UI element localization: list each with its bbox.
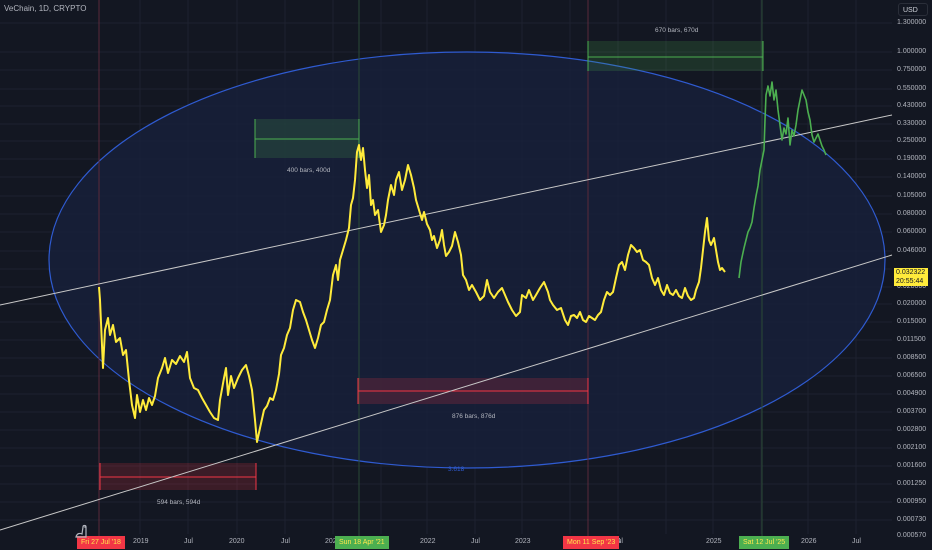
date-range-400[interactable] — [254, 119, 360, 158]
y-tick: 0.140000 — [897, 173, 927, 180]
y-tick: 0.060000 — [897, 228, 927, 235]
date-tag-projection: Sat 12 Jul '25 — [739, 536, 790, 549]
y-tick: 0.250000 — [897, 137, 927, 144]
x-tick: 2019 — [133, 538, 149, 545]
date-range-670-label: 670 bars, 670d — [655, 27, 699, 34]
date-range-400-label: 400 bars, 400d — [287, 167, 331, 174]
y-tick: 0.330000 — [897, 120, 927, 127]
y-tick: 0.105000 — [897, 192, 927, 199]
x-tick: Jul — [281, 538, 290, 545]
fib-ellipse[interactable] — [48, 51, 886, 469]
y-tick: 0.000950 — [897, 498, 927, 505]
y-tick: 0.080000 — [897, 210, 927, 217]
date-range-876-label: 876 bars, 876d — [452, 413, 496, 420]
x-tick: 2023 — [515, 538, 531, 545]
y-tick: 0.000730 — [897, 516, 927, 523]
y-tick: 0.015000 — [897, 318, 927, 325]
date-tag-start: Fri 27 Jul '18 — [77, 536, 125, 549]
x-tick: 2022 — [420, 538, 436, 545]
y-tick: 0.028000 — [897, 283, 927, 290]
bar-countdown: 20:55:44 — [896, 277, 924, 285]
y-tick: 0.001600 — [897, 462, 927, 469]
x-tick: Jul — [184, 538, 193, 545]
x-tick: Jul — [471, 538, 480, 545]
last-price-value: 0.032322 — [896, 269, 926, 276]
y-tick: 0.001250 — [897, 480, 927, 487]
y-tick: 0.008500 — [897, 354, 927, 361]
date-range-876[interactable] — [357, 378, 589, 404]
y-tick: 0.550000 — [897, 85, 927, 92]
date-tag-bottom: Mon 11 Sep '23 — [563, 536, 620, 549]
x-tick: 2026 — [801, 538, 817, 545]
y-tick: 0.006500 — [897, 372, 927, 379]
y-tick: 0.430000 — [897, 102, 927, 109]
y-tick: 0.046000 — [897, 247, 927, 254]
tradingview-logo-icon[interactable] — [73, 522, 91, 540]
x-tick: Jul — [852, 538, 861, 545]
y-tick: 0.190000 — [897, 155, 927, 162]
channel-upper[interactable] — [0, 114, 893, 306]
date-range-670[interactable] — [587, 41, 764, 71]
symbol-title: VeChain, 1D, CRYPTO — [4, 4, 87, 13]
y-tick: 0.003700 — [897, 408, 927, 415]
y-tick: 1.000000 — [897, 48, 927, 55]
y-tick: 1.300000 — [897, 19, 927, 26]
y-tick: 0.004900 — [897, 390, 927, 397]
date-markers — [98, 0, 763, 540]
x-tick: 2025 — [706, 538, 722, 545]
y-tick: 0.020000 — [897, 300, 927, 307]
y-tick: 0.002800 — [897, 426, 927, 433]
ellipse-label-text: 3.618 — [448, 466, 465, 473]
date-tag-peak: Sun 18 Apr '21 — [335, 536, 389, 549]
x-tick: 2021 — [325, 538, 341, 545]
y-tick: 0.011500 — [897, 336, 926, 343]
price-line-history — [98, 144, 726, 443]
date-range-594[interactable] — [99, 463, 257, 490]
y-tick: 0.000570 — [897, 532, 927, 539]
x-tick: 2020 — [229, 538, 245, 545]
currency-button[interactable]: USD — [898, 3, 928, 16]
last-price-tag: 0.032322 20:55:44 — [894, 268, 928, 286]
channel-lower[interactable] — [0, 254, 893, 531]
y-tick: 0.002100 — [897, 444, 927, 451]
price-line-projection — [738, 81, 827, 279]
date-range-594-label: 594 bars, 594d — [157, 499, 201, 506]
y-tick: 0.750000 — [897, 66, 927, 73]
